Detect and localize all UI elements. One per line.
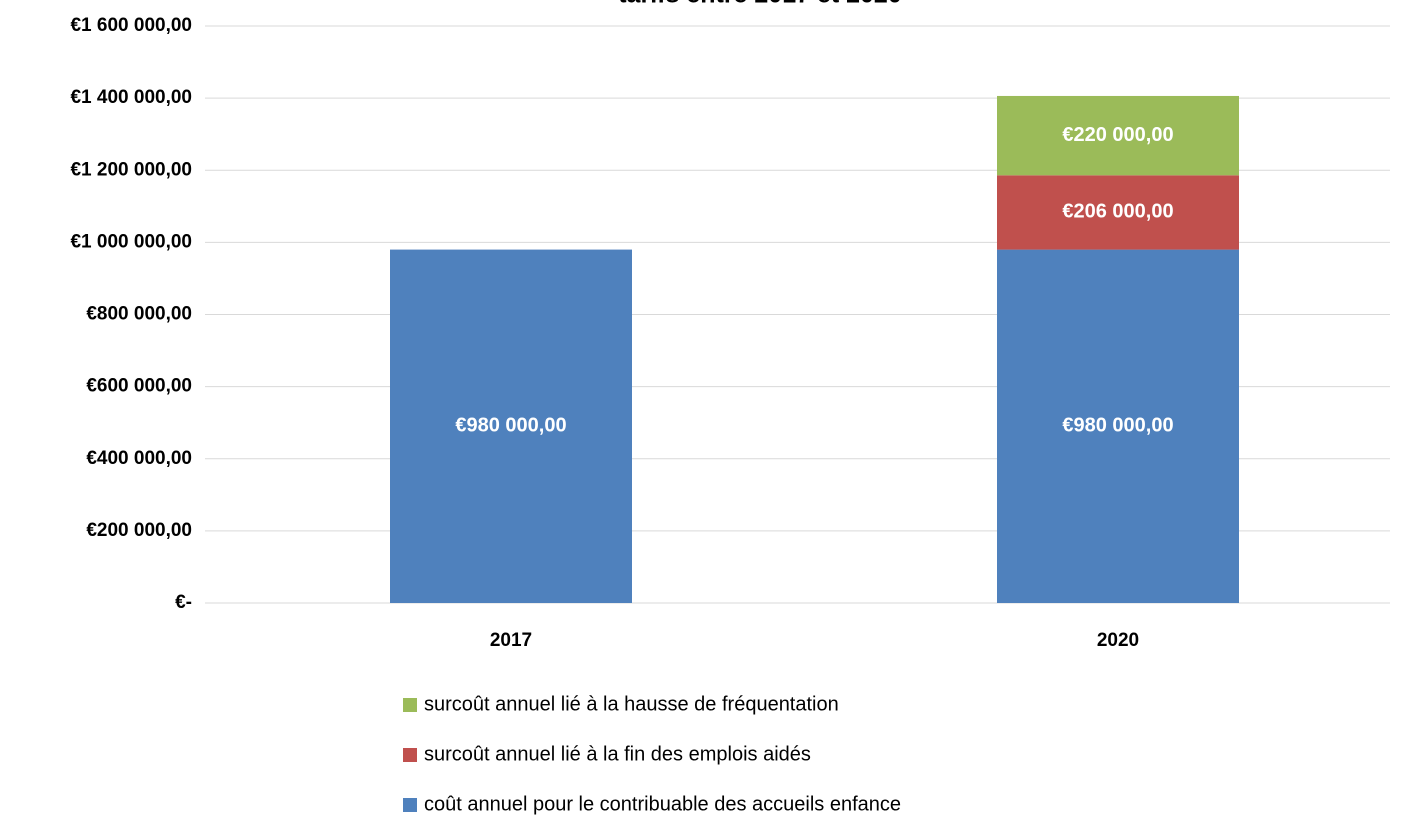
- y-tick-label: €200 000,00: [86, 520, 192, 541]
- bar-segment: [997, 175, 1239, 250]
- legend-label: surcoût annuel lié à la hausse de fréque…: [424, 693, 839, 715]
- y-tick-label: €1 600 000,00: [70, 15, 192, 36]
- data-label: €980 000,00: [1062, 415, 1173, 437]
- legend-swatch: [403, 798, 417, 812]
- bar-segment: [997, 95, 1239, 176]
- data-label: €220 000,00: [1062, 124, 1173, 146]
- y-tick-label: €1 000 000,00: [70, 231, 192, 252]
- y-tick-label: €400 000,00: [86, 448, 192, 469]
- y-tick-label: €1 200 000,00: [70, 159, 192, 180]
- bar-segment: [997, 249, 1239, 603]
- y-tick-label: €600 000,00: [86, 376, 192, 397]
- x-tick-label: 2017: [490, 630, 532, 651]
- bar-segment: [390, 249, 632, 603]
- data-label: €206 000,00: [1062, 201, 1173, 223]
- y-tick-label: €-: [175, 592, 192, 613]
- y-tick-label: €800 000,00: [86, 304, 192, 325]
- legend-label: surcoût annuel lié à la fin des emplois …: [424, 743, 811, 765]
- x-tick-label: 2020: [1097, 630, 1139, 651]
- legend-swatch: [403, 748, 417, 762]
- y-tick-label: €1 400 000,00: [70, 87, 192, 108]
- data-label: €980 000,00: [455, 415, 566, 437]
- chart-title: tarifs entre 2017 et 2020: [618, 0, 902, 9]
- legend-label: coût annuel pour le contribuable des acc…: [424, 793, 901, 815]
- legend-swatch: [403, 698, 417, 712]
